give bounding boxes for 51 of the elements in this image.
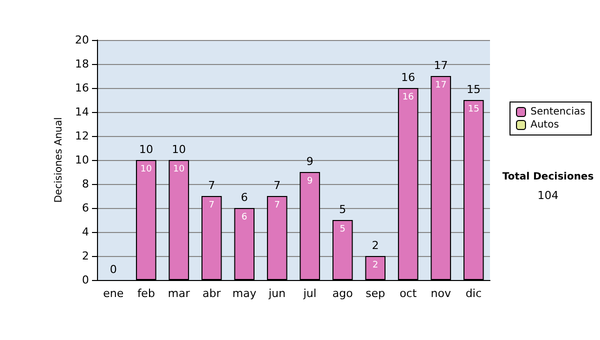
data-label: 6 bbox=[242, 212, 248, 222]
total-label: 10 bbox=[139, 143, 154, 156]
data-label: 10 bbox=[173, 164, 185, 174]
data-label: 9 bbox=[307, 176, 314, 186]
data-label: 7 bbox=[274, 200, 280, 210]
data-label: 5 bbox=[340, 224, 346, 234]
x-tick-label: oct bbox=[400, 287, 418, 300]
legend-label: Autos bbox=[530, 120, 559, 130]
x-tick-label: nov bbox=[430, 287, 452, 300]
total-label: 17 bbox=[434, 59, 448, 72]
x-tick-label: sep bbox=[366, 287, 386, 300]
text: Total Decisiones bbox=[502, 172, 594, 182]
data-label: 16 bbox=[402, 92, 414, 102]
y-tick-label: 18 bbox=[75, 58, 89, 70]
y-tick-label: 10 bbox=[75, 154, 89, 166]
x-tick-label: ago bbox=[332, 287, 354, 300]
x-tick-label: may bbox=[232, 287, 257, 300]
y-axis-title: Decisiones Anual bbox=[54, 117, 65, 203]
data-label: 10 bbox=[140, 164, 152, 174]
x-tick-label: feb bbox=[137, 287, 155, 300]
total-label: 5 bbox=[339, 203, 346, 216]
data-label: 17 bbox=[435, 80, 447, 90]
total-label: 9 bbox=[306, 155, 314, 168]
y-tick-label: 20 bbox=[75, 34, 89, 46]
x-tick-label: ene bbox=[103, 287, 124, 300]
total-label: 7 bbox=[274, 179, 281, 192]
total-label: 16 bbox=[401, 71, 416, 84]
data-label: 2 bbox=[372, 260, 378, 270]
total-label: 10 bbox=[172, 143, 186, 156]
text: 104 bbox=[538, 189, 558, 202]
y-tick-label: 2 bbox=[82, 250, 89, 262]
x-tick-label: abr bbox=[202, 287, 222, 300]
y-tick-label: 0 bbox=[82, 274, 89, 286]
total-label: 2 bbox=[372, 239, 379, 252]
x-tick-label: jul bbox=[302, 287, 316, 300]
data-label: 15 bbox=[468, 104, 480, 114]
total-label: 6 bbox=[240, 191, 248, 204]
x-tick-label: dic bbox=[466, 287, 482, 300]
y-tick-label: 16 bbox=[75, 82, 89, 94]
total-label: 7 bbox=[208, 179, 216, 192]
y-tick-label: 6 bbox=[82, 202, 89, 214]
y-tick-label: 8 bbox=[82, 178, 89, 190]
data-label: 7 bbox=[208, 200, 214, 210]
legend-label: Sentencias bbox=[530, 106, 586, 118]
x-tick-label: jun bbox=[268, 287, 286, 300]
total-label: 0 bbox=[110, 263, 117, 276]
x-tick-label: mar bbox=[168, 287, 190, 300]
y-tick-label: 4 bbox=[82, 226, 89, 238]
y-tick-label: 12 bbox=[75, 130, 89, 142]
y-tick-label: 14 bbox=[75, 106, 89, 118]
total-label: 15 bbox=[466, 83, 481, 96]
